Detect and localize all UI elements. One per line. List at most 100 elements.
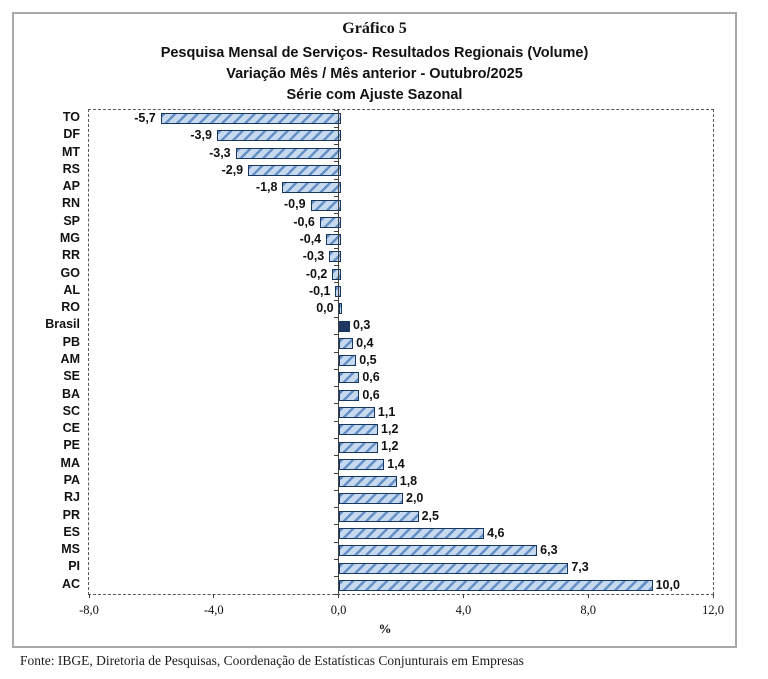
category-axis-tick <box>334 351 339 353</box>
category-axis-tick <box>334 576 339 578</box>
value-label: 0,5 <box>359 353 377 367</box>
bar-ro <box>338 303 343 315</box>
value-label: 0,3 <box>352 318 371 333</box>
category-axis-tick <box>334 178 339 180</box>
bar-sc <box>338 407 375 418</box>
category-axis-tick <box>334 126 339 128</box>
bar-go <box>332 268 341 280</box>
bar-pb <box>338 337 354 349</box>
category-axis-tick <box>334 247 339 249</box>
bar-pa <box>338 476 397 488</box>
category-axis-tick <box>334 437 339 439</box>
category-axis-tick <box>334 386 339 388</box>
bar-to <box>160 113 341 125</box>
bar-sp <box>319 216 341 228</box>
category-label: RJ <box>64 490 80 505</box>
category-label: AC <box>61 576 80 591</box>
x-axis-title: % <box>378 621 392 636</box>
x-axis-tick <box>587 594 589 598</box>
bar-ba <box>338 389 360 401</box>
category-label: PE <box>63 438 80 453</box>
category-label: AP <box>62 179 80 194</box>
bar-ac <box>338 579 653 591</box>
chart-subtitle-line3: Série com Ajuste Sazonal <box>286 87 463 103</box>
category-label: SP <box>63 213 80 228</box>
bar-ce <box>338 424 379 436</box>
chart-frame: Gráfico 5 Pesquisa Mensal de Serviços- R… <box>12 12 737 648</box>
category-label: PI <box>68 559 80 574</box>
category-axis-tick <box>334 109 339 111</box>
bar-pi <box>338 562 569 574</box>
value-label: -5,7 <box>134 111 156 125</box>
value-label: -0,9 <box>283 197 306 212</box>
value-label: 1,1 <box>377 404 396 419</box>
bar-rs <box>248 165 341 176</box>
category-axis-tick <box>334 420 339 422</box>
x-axis-tick-labels: -8,0 -4,0 0,0 4,0 8,0 12,0 <box>79 603 724 619</box>
category-label: RR <box>61 248 80 263</box>
category-label: PB <box>62 334 80 349</box>
category-axis-tick <box>334 489 339 491</box>
bar-al <box>335 286 341 297</box>
value-label: -2,9 <box>221 162 244 177</box>
value-label: 1,8 <box>399 474 418 488</box>
bar-se <box>338 372 360 384</box>
category-axis-tick <box>334 213 339 215</box>
x-axis-tick-label: 8,0 <box>580 603 596 617</box>
value-label: 6,3 <box>540 543 558 558</box>
value-label: 1,4 <box>387 456 405 471</box>
bar-rr <box>329 251 341 263</box>
bar-rj <box>338 493 403 505</box>
bar-es <box>338 528 485 539</box>
bar-mg <box>326 234 341 246</box>
chart-title: Gráfico 5 <box>342 20 407 37</box>
category-axis-tick <box>334 403 339 405</box>
category-axis-tick <box>334 558 339 560</box>
x-axis-tick <box>712 594 714 598</box>
value-label: -0,3 <box>302 249 325 264</box>
category-label: AM <box>60 352 80 366</box>
source-note: Fonte: IBGE, Diretoria de Pesquisas, Coo… <box>20 653 524 668</box>
bar-mt <box>235 147 341 159</box>
value-label: 0,0 <box>316 301 334 316</box>
category-axis-tick <box>334 316 339 318</box>
category-axis-tick <box>334 144 339 146</box>
category-label: MG <box>59 231 80 245</box>
value-label: -0,6 <box>293 214 315 229</box>
chart-subtitle-line1: Pesquisa Mensal de Serviços- Resultados … <box>160 45 589 61</box>
category-axis-labels: TO DF MT RS AP RN SP MG RR GO AL RO Brasil PB AM SE BA SC… <box>14 109 80 595</box>
category-axis-tick <box>334 507 339 509</box>
category-label: PA <box>63 473 80 487</box>
bar-pe <box>338 441 379 453</box>
category-label: BA <box>61 386 80 401</box>
value-label: 2,0 <box>406 491 424 506</box>
bar-ma <box>338 458 385 470</box>
plot-area: -5,7 -3,9 -3,3 -2,9 -1,8 -0,9 -0,6 -0,4 -0,3 -0,2… <box>88 109 714 598</box>
category-axis-tick <box>334 282 339 284</box>
zero-axis-line <box>338 110 340 594</box>
category-label: RN <box>61 196 80 211</box>
category-label: Brasil <box>45 317 80 332</box>
category-axis-tick <box>334 368 339 370</box>
category-axis-tick <box>334 195 339 197</box>
value-label: 1,2 <box>381 439 399 454</box>
x-axis-tick-label: 4,0 <box>455 603 472 617</box>
category-label: SC <box>62 403 80 418</box>
category-axis-tick <box>334 455 339 457</box>
category-label: MS <box>61 542 80 557</box>
x-axis-tick <box>88 594 90 598</box>
category-label: TO <box>62 110 80 124</box>
category-axis-tick <box>334 334 339 336</box>
category-label: GO <box>60 265 80 280</box>
category-axis-tick <box>334 524 339 526</box>
category-label: RO <box>61 300 80 315</box>
x-axis-tick-label: 12,0 <box>702 603 724 617</box>
bar-ap <box>282 182 341 194</box>
category-label: RS <box>62 161 80 176</box>
x-axis-tick <box>338 594 340 598</box>
category-axis-tick <box>334 161 339 163</box>
category-axis-tick <box>334 541 339 543</box>
value-label: 0,4 <box>356 335 374 350</box>
category-label: DF <box>63 127 80 142</box>
